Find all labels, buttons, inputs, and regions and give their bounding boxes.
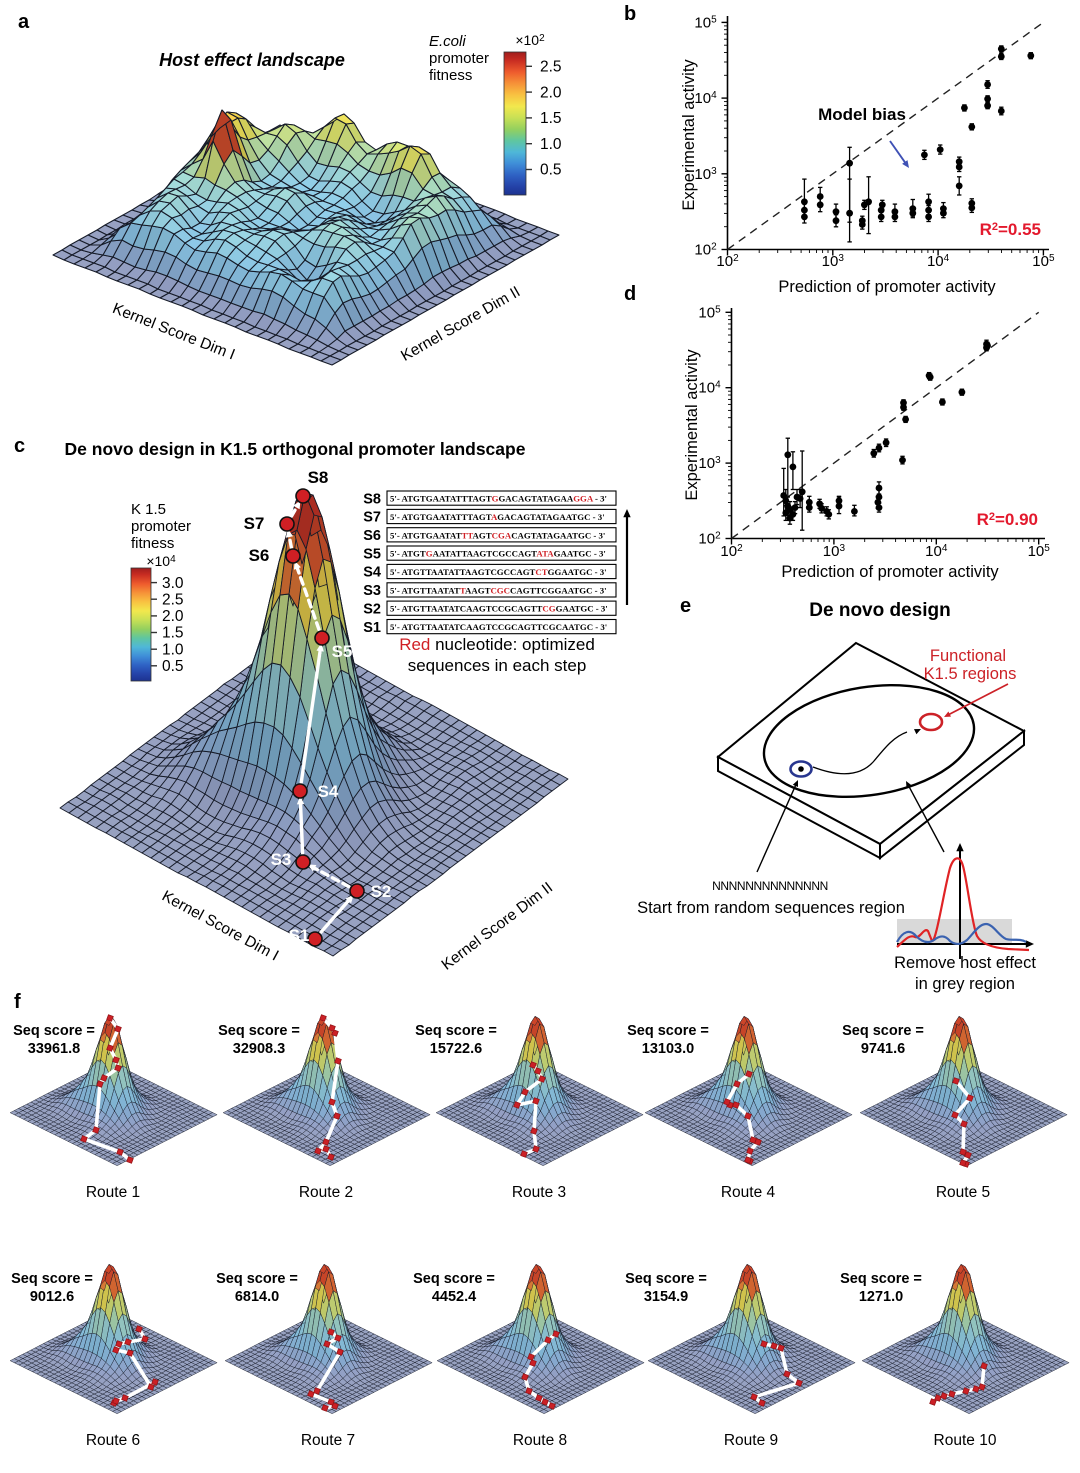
svg-text:S2: S2 xyxy=(371,882,392,901)
svg-text:Route 2: Route 2 xyxy=(299,1184,353,1201)
svg-text:K1.5 regions: K1.5 regions xyxy=(924,665,1017,683)
svg-text:S5: S5 xyxy=(363,546,381,562)
svg-text:5'- ATGTTAATATCAAGTCCGCAGTTCGC: 5'- ATGTTAATATCAAGTCCGCAGTTCGCAATGC - 3' xyxy=(390,622,607,632)
svg-text:promoter: promoter xyxy=(131,518,191,535)
svg-text:De novo design: De novo design xyxy=(809,600,950,621)
svg-text:Seq score =: Seq score = xyxy=(11,1271,93,1287)
svg-text:2.5: 2.5 xyxy=(162,591,184,608)
svg-text:K 1.5: K 1.5 xyxy=(131,501,166,518)
svg-text:e: e xyxy=(680,595,691,617)
svg-text:Seq score =: Seq score = xyxy=(842,1023,924,1039)
svg-text:sequences in each step: sequences in each step xyxy=(408,656,587,675)
svg-text:6814.0: 6814.0 xyxy=(235,1289,279,1305)
svg-text:1271.0: 1271.0 xyxy=(859,1289,903,1305)
svg-text:1.5: 1.5 xyxy=(540,110,562,127)
svg-text:Route 1: Route 1 xyxy=(86,1184,140,1201)
svg-text:0.5: 0.5 xyxy=(540,162,562,179)
svg-text:Functional: Functional xyxy=(930,647,1006,665)
svg-text:×104: ×104 xyxy=(146,553,176,569)
svg-text:13103.0: 13103.0 xyxy=(642,1041,694,1057)
svg-text:9012.6: 9012.6 xyxy=(30,1289,74,1305)
svg-text:f: f xyxy=(14,991,21,1013)
svg-text:2.0: 2.0 xyxy=(162,608,184,625)
svg-text:Prediction of promoter activit: Prediction of promoter activity xyxy=(778,278,996,296)
svg-text:1.0: 1.0 xyxy=(162,641,184,658)
svg-text:Seq score =: Seq score = xyxy=(13,1023,95,1039)
svg-text:S3: S3 xyxy=(271,850,292,869)
svg-text:in grey region: in grey region xyxy=(915,975,1015,993)
svg-text:S6: S6 xyxy=(363,528,381,544)
svg-text:5'- ATGTGAATATTTAGTGGACAGTATAG: 5'- ATGTGAATATTTAGTGGACAGTATAGAAGGA - 3' xyxy=(390,494,607,504)
svg-text:fitness: fitness xyxy=(131,535,174,552)
svg-text:S4: S4 xyxy=(363,565,381,581)
svg-text:Route 6: Route 6 xyxy=(86,1432,140,1449)
svg-text:2.0: 2.0 xyxy=(540,84,562,101)
svg-text:S4: S4 xyxy=(318,782,339,801)
svg-text:Seq score =: Seq score = xyxy=(625,1271,707,1287)
svg-text:Route 5: Route 5 xyxy=(936,1184,990,1201)
svg-text:1.5: 1.5 xyxy=(162,625,184,642)
svg-text:NNNNNNNNNNNNNN: NNNNNNNNNNNNNN xyxy=(712,879,828,893)
svg-text:c: c xyxy=(14,435,25,457)
svg-text:5'- ATGTGAATATTTAGTAGACAGTATAG: 5'- ATGTGAATATTTAGTAGACAGTATAGAATGC - 3' xyxy=(390,512,605,522)
svg-text:0.5: 0.5 xyxy=(162,658,184,675)
svg-text:15722.6: 15722.6 xyxy=(430,1041,482,1057)
svg-text:a: a xyxy=(18,11,30,33)
svg-text:d: d xyxy=(624,283,636,305)
svg-text:Start from random sequences re: Start from random sequences region xyxy=(637,899,905,917)
svg-text:S5: S5 xyxy=(332,642,353,661)
svg-text:Seq score =: Seq score = xyxy=(218,1023,300,1039)
svg-text:S1: S1 xyxy=(363,620,381,636)
svg-text:Model bias: Model bias xyxy=(818,105,906,124)
svg-text:5'- ATGTGAATATTAAGTCGCCAGTATAG: 5'- ATGTGAATATTAAGTCGCCAGTATAGAATGC - 3' xyxy=(390,549,606,559)
svg-text:Route 4: Route 4 xyxy=(721,1184,776,1201)
svg-text:Prediction of promoter activit: Prediction of promoter activity xyxy=(781,563,999,581)
svg-text:R2=0.90: R2=0.90 xyxy=(977,510,1038,529)
svg-text:Route 10: Route 10 xyxy=(934,1432,997,1449)
svg-text:Seq score =: Seq score = xyxy=(840,1271,922,1287)
svg-text:Experimental activity: Experimental activity xyxy=(683,349,701,501)
svg-text:Remove host effect: Remove host effect xyxy=(894,954,1036,972)
svg-text:Experimental activity: Experimental activity xyxy=(680,59,698,211)
svg-text:Route 3: Route 3 xyxy=(512,1184,566,1201)
svg-text:S8: S8 xyxy=(308,468,329,487)
svg-text:b: b xyxy=(624,3,636,25)
svg-text:promoter: promoter xyxy=(429,50,489,67)
svg-text:×102: ×102 xyxy=(515,32,545,48)
svg-text:5'- ATGTTAATATTAAGTCGCCAGTTCGG: 5'- ATGTTAATATTAAGTCGCCAGTTCGGAATGC - 3' xyxy=(390,585,607,595)
svg-text:S8: S8 xyxy=(363,491,381,507)
svg-text:S1: S1 xyxy=(289,926,310,945)
svg-text:S2: S2 xyxy=(363,601,381,617)
svg-text:Seq score =: Seq score = xyxy=(216,1271,298,1287)
svg-text:Route 8: Route 8 xyxy=(513,1432,567,1449)
svg-text:Route 9: Route 9 xyxy=(724,1432,778,1449)
svg-text:5'- ATGTTAATATTAAGTCGCCAGTCTGG: 5'- ATGTTAATATTAAGTCGCCAGTCTGGAATGC - 3' xyxy=(390,567,607,577)
svg-text:Red nucleotide: optimized: Red nucleotide: optimized xyxy=(399,635,595,654)
svg-text:2.5: 2.5 xyxy=(540,59,562,76)
svg-text:5'- ATGTTAATATCAAGTCCGCAGTTCGG: 5'- ATGTTAATATCAAGTCCGCAGTTCGGAATGC - 3' xyxy=(390,604,608,614)
svg-text:5'- ATGTGAATATTTAGTCGACAGTATAG: 5'- ATGTGAATATTTAGTCGACAGTATAGAATGC - 3' xyxy=(390,530,605,540)
svg-text:Route 7: Route 7 xyxy=(301,1432,355,1449)
svg-text:E.coli: E.coli xyxy=(429,33,466,50)
svg-text:9741.6: 9741.6 xyxy=(861,1041,905,1057)
svg-text:R2=0.55: R2=0.55 xyxy=(980,220,1041,239)
svg-text:Seq score =: Seq score = xyxy=(413,1271,495,1287)
svg-text:fitness: fitness xyxy=(429,67,472,84)
svg-text:1.0: 1.0 xyxy=(540,136,562,153)
svg-text:Seq score =: Seq score = xyxy=(415,1023,497,1039)
svg-text:S7: S7 xyxy=(363,510,381,526)
svg-text:33961.8: 33961.8 xyxy=(28,1041,80,1057)
svg-text:Seq score =: Seq score = xyxy=(627,1023,709,1039)
svg-text:3.0: 3.0 xyxy=(162,575,184,592)
svg-text:4452.4: 4452.4 xyxy=(432,1289,476,1305)
svg-text:S3: S3 xyxy=(363,583,381,599)
svg-text:32908.3: 32908.3 xyxy=(233,1041,285,1057)
svg-text:De novo design in K1.5 orthogo: De novo design in K1.5 orthogonal promot… xyxy=(65,439,526,459)
svg-text:Host effect landscape: Host effect landscape xyxy=(159,50,345,70)
svg-text:3154.9: 3154.9 xyxy=(644,1289,688,1305)
svg-text:S7: S7 xyxy=(244,514,265,533)
svg-text:S6: S6 xyxy=(249,546,270,565)
